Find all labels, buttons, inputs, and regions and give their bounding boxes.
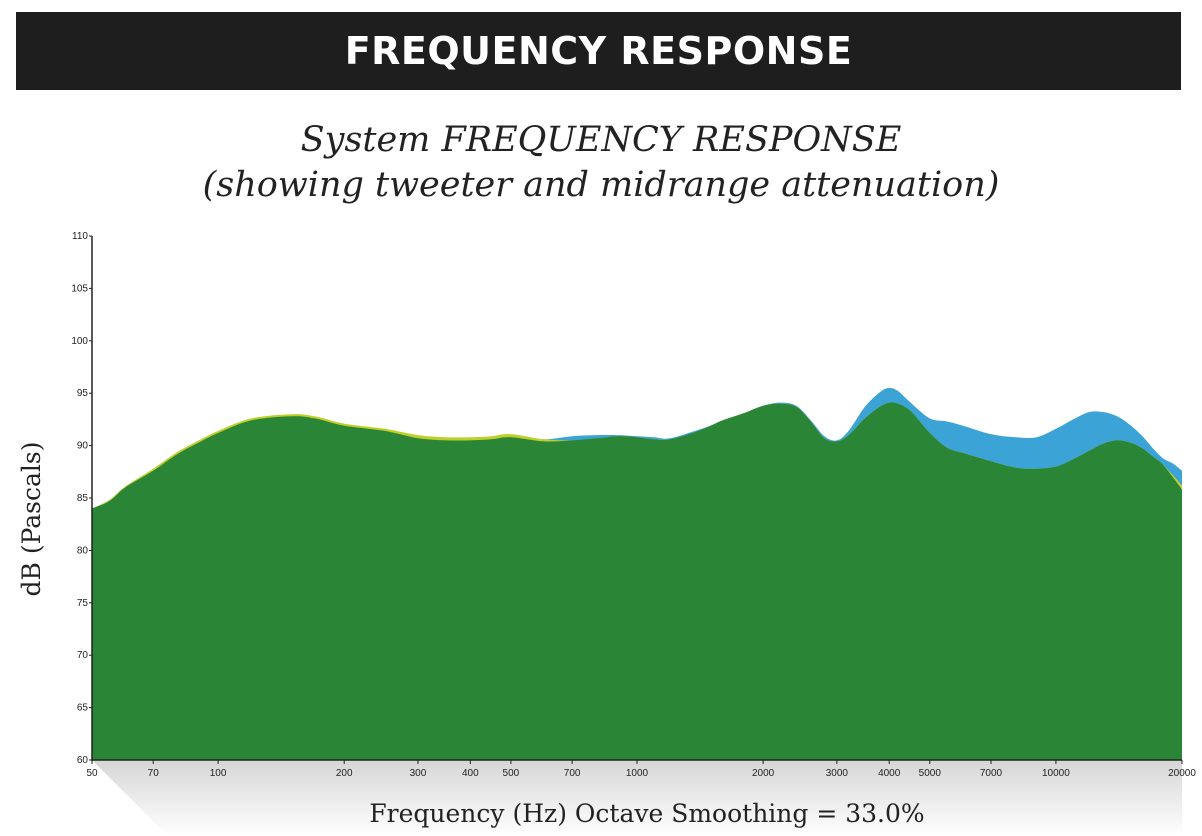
- y-tick-label: 80: [77, 545, 89, 556]
- x-tick-label: 20000: [1168, 768, 1196, 779]
- x-tick-label: 70: [148, 768, 160, 779]
- y-tick-label: 75: [77, 598, 89, 609]
- x-tick-label: 700: [564, 768, 581, 779]
- y-tick-label: 90: [77, 441, 89, 452]
- x-tick-label: 4000: [878, 768, 901, 779]
- chart-title: System FREQUENCY RESPONSE: [300, 120, 902, 160]
- y-tick-label: 85: [77, 493, 89, 504]
- x-tick-label: 3000: [826, 768, 849, 779]
- y-tick-label: 105: [71, 283, 88, 294]
- x-tick-label: 300: [410, 768, 427, 779]
- x-tick-label: 400: [462, 768, 479, 779]
- x-tick-label: 200: [336, 768, 353, 779]
- y-tick-label: 110: [72, 231, 88, 242]
- x-tick-label: 10000: [1042, 768, 1070, 779]
- x-tick-label: 2000: [752, 768, 775, 779]
- y-tick-label: 70: [77, 650, 89, 661]
- series-area-3: [92, 402, 1182, 760]
- y-tick-label: 65: [77, 703, 89, 714]
- x-tick-label: 100: [210, 768, 227, 779]
- x-axis-label: Frequency (Hz) Octave Smoothing = 33.0%: [369, 799, 924, 828]
- page-title: FREQUENCY RESPONSE: [344, 29, 853, 73]
- y-tick-label: 60: [77, 755, 89, 766]
- axis-shadow: [92, 760, 1182, 836]
- x-tick-label: 5000: [919, 768, 942, 779]
- y-tick-label: 100: [71, 336, 88, 347]
- x-tick-label: 1000: [626, 768, 649, 779]
- y-axis-label: dB (Pascals): [17, 442, 46, 597]
- chart-subtitle: (showing tweeter and midrange attenuatio…: [202, 165, 1000, 205]
- x-tick-label: 500: [503, 768, 520, 779]
- x-tick-label: 7000: [980, 768, 1003, 779]
- header-bar: FREQUENCY RESPONSE: [16, 12, 1181, 90]
- y-tick-label: 95: [77, 388, 89, 399]
- x-tick-label: 50: [86, 768, 98, 779]
